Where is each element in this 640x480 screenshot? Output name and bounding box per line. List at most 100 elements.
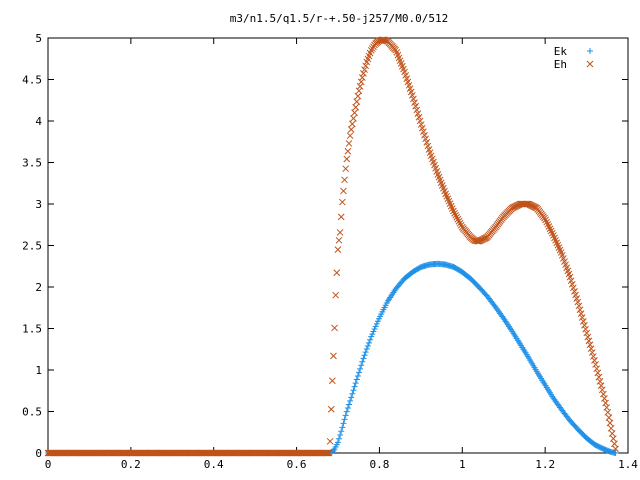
data-point <box>349 390 356 397</box>
data-point <box>612 450 619 456</box>
series-layer <box>44 36 619 457</box>
data-point <box>588 349 596 356</box>
data-point <box>353 376 360 383</box>
data-point <box>338 198 346 206</box>
data-point <box>605 414 613 421</box>
data-point <box>413 106 421 114</box>
y-tick-label: 0.5 <box>22 406 42 419</box>
data-point <box>354 92 362 100</box>
data-point <box>360 355 367 362</box>
data-point <box>336 435 343 442</box>
x-tick-label: 0.6 <box>287 458 307 471</box>
data-point <box>358 362 365 369</box>
data-point <box>587 345 595 353</box>
y-tick-label: 0 <box>35 447 42 460</box>
data-point <box>354 372 361 379</box>
data-point <box>367 336 374 343</box>
data-point <box>455 217 463 225</box>
data-point <box>410 95 417 103</box>
data-point <box>348 394 355 401</box>
data-point <box>362 349 369 356</box>
data-point <box>592 361 599 368</box>
y-tick-label: 3 <box>35 198 42 211</box>
data-point <box>345 140 353 147</box>
data-point <box>346 401 353 408</box>
data-point <box>602 399 609 407</box>
data-point <box>335 236 343 244</box>
data-point <box>591 356 598 364</box>
data-point <box>350 387 357 394</box>
x-tick-label: 1.2 <box>535 458 555 471</box>
data-point <box>411 99 418 106</box>
data-point <box>334 439 341 446</box>
x-tick-label: 1 <box>459 458 466 471</box>
series-Eh <box>44 36 619 457</box>
plot-frame <box>47 37 629 454</box>
data-point <box>344 405 351 412</box>
data-point <box>457 221 465 229</box>
data-point <box>351 383 358 390</box>
data-point <box>330 352 337 360</box>
data-point <box>348 120 356 128</box>
data-point <box>491 302 498 309</box>
data-point <box>334 246 342 253</box>
data-point <box>368 333 375 340</box>
data-point <box>416 117 424 125</box>
data-point <box>351 109 358 117</box>
legend-label: Ek <box>554 45 568 58</box>
data-point <box>332 291 340 299</box>
data-point <box>597 382 605 389</box>
data-point <box>578 314 586 321</box>
data-point <box>604 408 612 416</box>
data-point <box>355 369 362 376</box>
data-point <box>598 386 606 394</box>
data-point <box>607 424 615 432</box>
data-point <box>347 126 355 133</box>
data-point <box>593 365 601 373</box>
data-point <box>328 377 336 385</box>
y-tick-label: 1 <box>35 364 42 377</box>
data-point <box>361 66 368 73</box>
x-tick-label: 0.4 <box>204 458 224 471</box>
data-point <box>412 102 419 110</box>
data-point <box>594 369 602 377</box>
data-point <box>601 395 608 402</box>
data-point <box>360 70 367 77</box>
legend-marker <box>586 60 594 68</box>
data-point <box>323 449 331 457</box>
x-tick-label: 0.2 <box>121 458 141 471</box>
data-point <box>362 62 370 70</box>
y-tick-label: 2.5 <box>22 240 42 253</box>
data-point <box>451 209 458 217</box>
data-point <box>341 176 348 184</box>
x-tick-label: 1.4 <box>618 458 638 471</box>
x-tick-label: 0.8 <box>369 458 389 471</box>
data-point <box>326 437 334 445</box>
y-tick-label: 3.5 <box>22 157 42 170</box>
series-Ek <box>45 260 619 456</box>
data-point <box>355 87 363 95</box>
data-point <box>337 432 344 439</box>
data-point <box>456 219 464 227</box>
data-point <box>359 358 366 365</box>
data-point <box>342 412 349 419</box>
data-point <box>365 339 372 346</box>
y-tick-label: 5 <box>35 32 42 45</box>
data-point <box>340 420 347 427</box>
y-tick-label: 2 <box>35 281 42 294</box>
data-point <box>600 390 607 398</box>
data-point <box>371 325 378 332</box>
data-point <box>581 321 588 329</box>
data-point <box>352 380 359 387</box>
data-point <box>452 211 459 219</box>
data-point <box>352 103 360 111</box>
data-point <box>336 229 344 236</box>
data-point <box>582 325 589 333</box>
data-point <box>356 83 364 90</box>
data-point <box>353 98 361 106</box>
data-point <box>361 352 368 359</box>
data-point <box>350 114 357 122</box>
data-point <box>369 331 376 338</box>
